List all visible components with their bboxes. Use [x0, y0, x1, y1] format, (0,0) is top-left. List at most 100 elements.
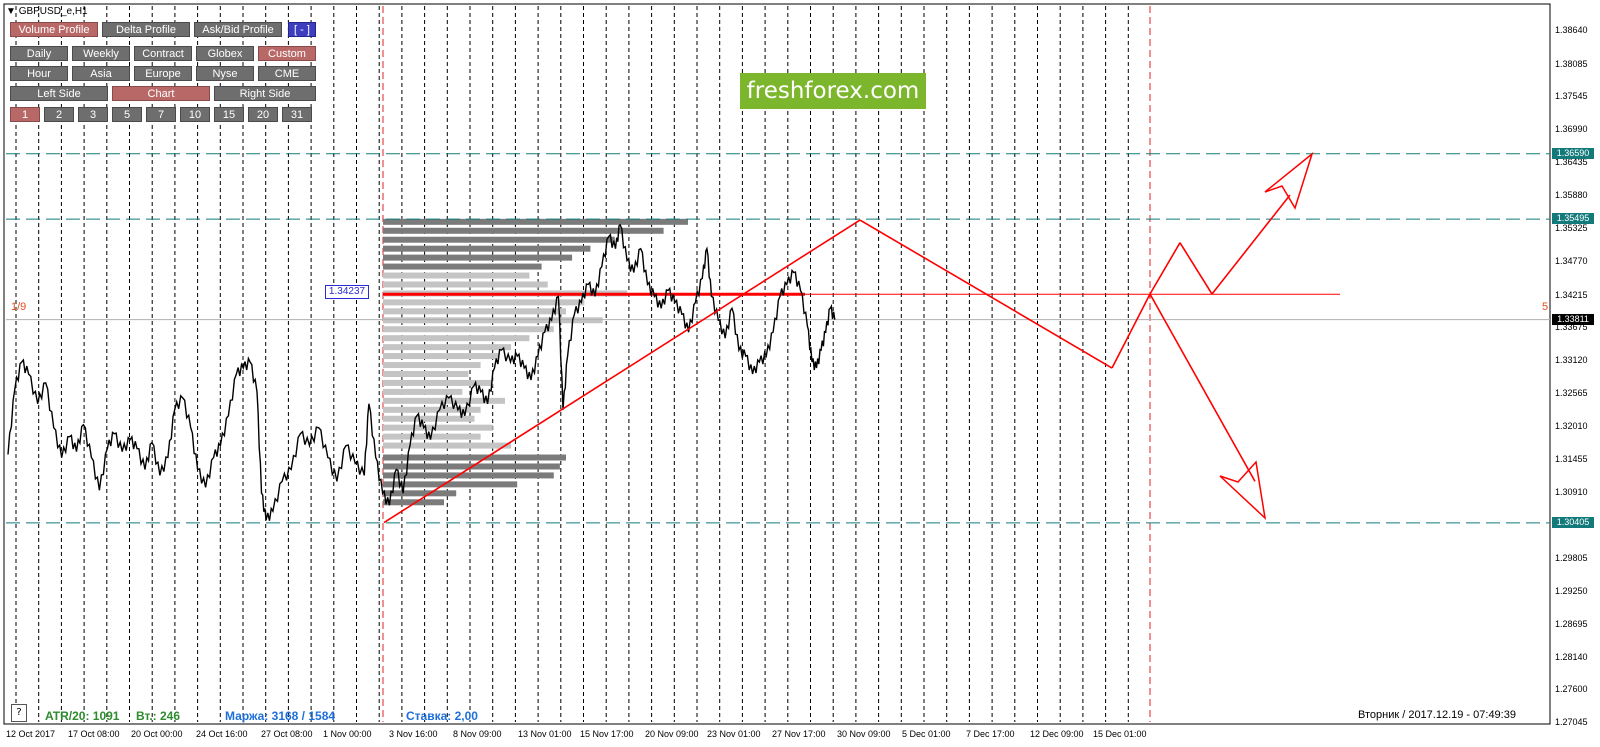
- price-tick-label: 1.36435: [1555, 157, 1588, 168]
- toolbar-button-delta-profile[interactable]: Delta Profile: [102, 22, 190, 37]
- rate-readout: Ставка: 2,00: [406, 709, 478, 723]
- time-tick-label: 27 Oct 08:00: [261, 729, 313, 739]
- price-tick-label: 1.28695: [1555, 618, 1588, 629]
- profile-bar-dark: [383, 227, 664, 234]
- price-tick-label: 1.27045: [1555, 717, 1588, 728]
- time-tick-label: 7 Dec 17:00: [966, 729, 1015, 739]
- toolbar-button-15[interactable]: 15: [214, 107, 244, 122]
- time-tick-label: 12 Dec 09:00: [1030, 729, 1084, 739]
- profile-bar-light: [383, 442, 512, 449]
- profile-bar-dark: [383, 490, 457, 497]
- profile-bar-dark: [383, 481, 518, 488]
- toolbar-button-asia[interactable]: Asia: [72, 66, 130, 81]
- toolbar-button-31[interactable]: 31: [282, 107, 312, 122]
- forecast-arrow-down: [1219, 460, 1267, 521]
- horizontal-levels: [6, 153, 1550, 524]
- toolbar-button-nyse[interactable]: Nyse: [196, 66, 254, 81]
- time-tick-label: 12 Oct 2017: [6, 729, 56, 739]
- price-tick-label: 1.38640: [1555, 25, 1588, 36]
- profile-bar-light: [383, 326, 554, 333]
- price-tick-label: 1.33120: [1555, 354, 1588, 365]
- profile-bar-light: [383, 379, 493, 386]
- toolbar-button-weekly[interactable]: Weekly: [72, 46, 130, 61]
- volume-profile: [383, 218, 1340, 506]
- toolbar-button-cme[interactable]: CME: [258, 66, 316, 81]
- price-tick-label: 1.35325: [1555, 223, 1588, 234]
- price-tick-label: 1.38085: [1555, 58, 1588, 69]
- time-tick-label: 20 Nov 09:00: [645, 729, 699, 739]
- server-datetime: Вторник / 2017.12.19 - 07:49:39: [1358, 709, 1516, 721]
- toolbar-button-ask-bid-profile[interactable]: Ask/Bid Profile: [194, 22, 282, 37]
- profile-bar-dark: [383, 472, 554, 479]
- time-tick-label: 24 Oct 16:00: [196, 729, 248, 739]
- toolbar-button-daily[interactable]: Daily: [10, 46, 68, 61]
- toolbar-button-20[interactable]: 20: [248, 107, 278, 122]
- price-axis: [1550, 0, 1600, 747]
- price-tick-label: 1.37545: [1555, 90, 1588, 101]
- atr-readout: ATR/20: 1091: [45, 709, 120, 723]
- price-tick-label: 1.36990: [1555, 123, 1588, 134]
- forecast-arrow-up: [1264, 151, 1314, 210]
- time-tick-label: 27 Nov 17:00: [772, 729, 826, 739]
- toolbar-button-contract[interactable]: Contract: [134, 46, 192, 61]
- toolbar-button-globex[interactable]: Globex: [196, 46, 254, 61]
- toolbar-button-[interactable]: [ - ]: [288, 22, 316, 37]
- time-tick-label: 3 Nov 16:00: [389, 729, 438, 739]
- price-tag: 1.35495: [1552, 213, 1594, 225]
- price-series: [7, 223, 836, 521]
- profile-bar-light: [383, 335, 530, 342]
- price-line: [7, 223, 836, 521]
- toolbar-button-europe[interactable]: Europe: [134, 66, 192, 81]
- profile-bar-light: [383, 415, 475, 422]
- toolbar-button-chart[interactable]: Chart: [112, 86, 210, 101]
- time-tick-label: 13 Nov 01:00: [518, 729, 572, 739]
- toolbar-button-5[interactable]: 5: [112, 107, 142, 122]
- poc-price-label: 1.34237: [325, 285, 369, 299]
- toolbar-button-right-side[interactable]: Right Side: [214, 86, 316, 101]
- toolbar-button-hour[interactable]: Hour: [10, 66, 68, 81]
- profile-bar-light: [383, 397, 505, 404]
- time-tick-label: 1 Nov 00:00: [323, 729, 372, 739]
- time-tick-label: 5 Dec 01:00: [902, 729, 951, 739]
- profile-bar-light: [383, 353, 499, 360]
- price-tick-label: 1.32565: [1555, 387, 1588, 398]
- profile-bar-light: [383, 317, 603, 324]
- toolbar-button-3[interactable]: 3: [78, 107, 108, 122]
- help-button[interactable]: ?: [11, 704, 27, 722]
- profile-bar-light: [383, 424, 493, 431]
- toolbar-button-volume-profile[interactable]: Volume Profile: [10, 22, 98, 37]
- profile-bar-light: [383, 308, 566, 315]
- pattern-drawing: [383, 151, 1314, 524]
- forecast-up-1: [1149, 242, 1181, 295]
- margin-readout: Маржа: 3168 / 1584: [225, 709, 336, 723]
- toolbar-button-7[interactable]: 7: [146, 107, 176, 122]
- profile-bar-dark: [383, 245, 591, 252]
- forecast-down-1: [1179, 242, 1213, 295]
- toolbar-button-2[interactable]: 2: [44, 107, 74, 122]
- right-session-marker: 5: [1542, 301, 1549, 313]
- price-tag: 1.36590: [1552, 147, 1594, 159]
- pattern-leg-up: [383, 219, 861, 524]
- toolbar-button-left-side[interactable]: Left Side: [10, 86, 108, 101]
- price-tick-label: 1.30910: [1555, 486, 1588, 497]
- profile-bar-dark: [383, 254, 573, 261]
- time-tick-label: 15 Nov 17:00: [580, 729, 634, 739]
- toolbar-button-10[interactable]: 10: [180, 107, 210, 122]
- profile-bar-light: [383, 299, 585, 306]
- profile-bar-light: [383, 370, 469, 377]
- toolbar-button-custom[interactable]: Custom: [258, 46, 316, 61]
- pattern-leg-up-2: [1111, 293, 1151, 369]
- profile-bar-light: [383, 272, 530, 279]
- profile-bar-dark: [383, 218, 688, 225]
- price-tick-label: 1.32010: [1555, 421, 1588, 432]
- time-tick-label: 15 Dec 01:00: [1093, 729, 1147, 739]
- time-tick-label: 30 Nov 09:00: [837, 729, 891, 739]
- profile-bar-light: [383, 406, 481, 413]
- price-tick-label: 1.34770: [1555, 256, 1588, 267]
- profile-bar-light: [383, 433, 481, 440]
- profile-bar-dark: [383, 263, 542, 270]
- profile-bar-dark: [383, 454, 566, 461]
- toolbar-button-1[interactable]: 1: [10, 107, 40, 122]
- profile-bar-light: [383, 281, 548, 288]
